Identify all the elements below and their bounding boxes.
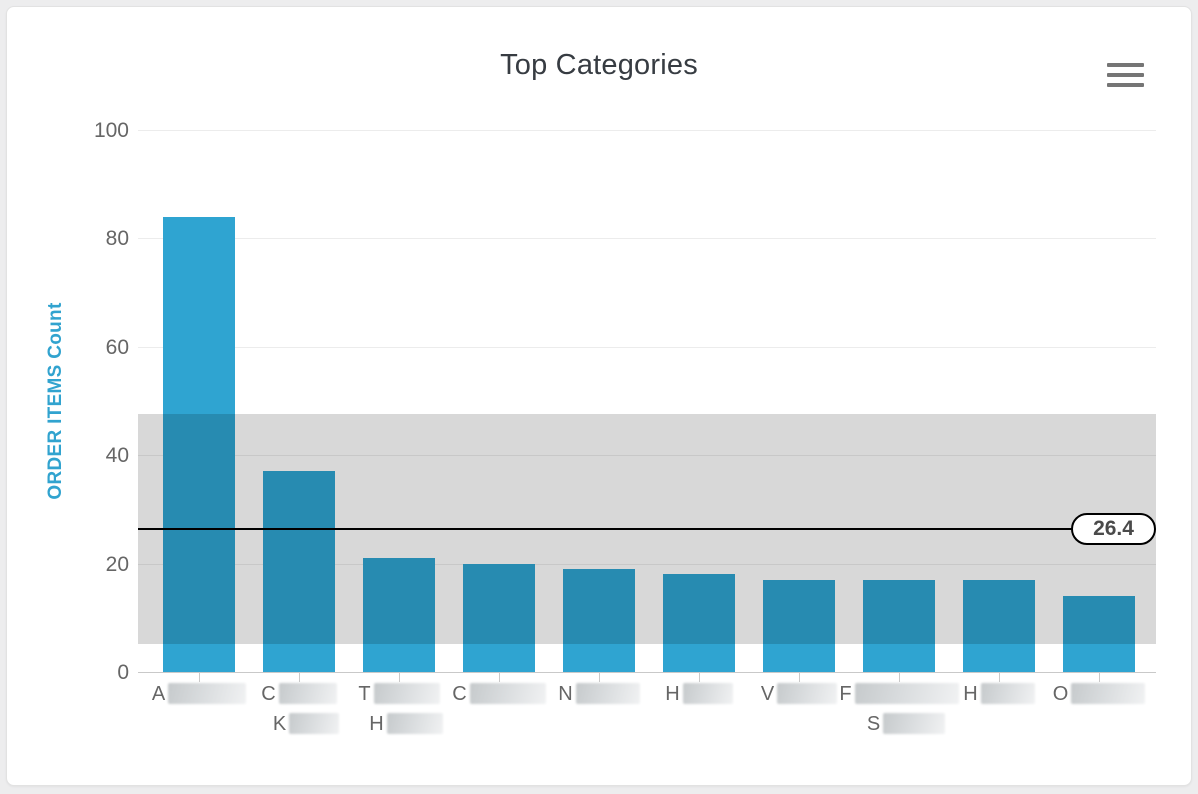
x-category-label-line: K [233,709,379,739]
bar[interactable] [1063,596,1135,672]
category-letter: K [272,713,287,735]
x-category-label: O [1019,679,1179,709]
x-category-label-line: O [1019,679,1179,709]
x-category-label-line: C [219,679,379,709]
x-category-label-line: H [919,679,1079,709]
y-tick-label: 60 [105,335,129,359]
y-tick-label: 0 [117,661,129,684]
x-category-label-line: H [619,679,779,709]
x-axis-tick [499,672,500,682]
category-letter: H [369,713,384,735]
redacted-text-box [1071,683,1146,704]
x-axis-tick [999,672,1000,682]
category-letter: N [558,683,573,705]
x-category-label: N [519,679,679,709]
x-category-label-line: C [419,679,579,709]
y-gridline [138,563,1156,565]
chart-context-menu-button[interactable] [1101,57,1149,93]
bar[interactable] [163,216,235,672]
x-category-label: C [419,679,579,709]
x-axis-tick [899,672,900,682]
chart-card: Top Categories ORDER ITEMS Count 0 20 40 60… [6,6,1192,786]
redacted-text-box [777,683,838,704]
y-axis-title: ORDER ITEMS Count [45,302,66,500]
redacted-text-box [278,683,337,704]
category-letter: V [760,683,775,705]
x-axis-tick [299,672,300,682]
x-axis-tick [799,672,800,682]
redacted-text-box [883,713,946,734]
category-letter: C [452,683,467,705]
category-letter: H [665,683,680,705]
category-letter: H [963,683,978,705]
category-letter: F [839,683,852,705]
y-gridline [138,238,1156,240]
x-category-label-line: T [319,679,479,709]
x-category-label-line: H [333,709,479,739]
y-gridline [138,455,1156,457]
x-category-label-line: N [519,679,679,709]
y-tick-label: 20 [105,552,129,576]
y-tick-label: 80 [105,227,129,251]
category-letter: C [261,683,276,705]
redacted-text-box [386,713,443,734]
bar[interactable] [563,569,635,672]
chart-title: Top Categories [500,49,698,81]
hamburger-menu-icon [1101,57,1149,93]
bar[interactable] [363,558,435,672]
x-axis-tick [1099,672,1100,682]
x-category-label: H [919,679,1079,709]
category-letter: T [358,683,371,705]
category-letter: S [866,713,881,735]
x-axis-tick [699,672,700,682]
x-category-label-line: A [119,679,279,709]
x-category-label-line: F [819,679,979,709]
y-tick-label: 40 [105,444,129,468]
x-axis-tick [199,672,200,682]
x-category-label-line: S [833,709,979,739]
mean-line [138,527,1073,530]
redacted-text-box [289,713,340,734]
x-axis-tick [599,672,600,682]
redacted-text-box [373,683,440,704]
x-category-label: V [719,679,879,709]
bar[interactable] [463,563,535,672]
x-category-label: H [619,679,779,709]
top-categories-chart: Top Categories ORDER ITEMS Count 0 20 40 60… [7,7,1191,785]
category-letter: A [151,683,166,705]
redacted-text-box [854,683,959,704]
redacted-text-box [682,683,733,704]
bar[interactable] [663,574,735,672]
x-axis-line [138,672,1156,673]
y-gridline [138,130,1156,131]
redacted-text-box [575,683,640,704]
bar[interactable] [263,471,335,672]
bar[interactable] [763,579,835,672]
y-tick-label: 100 [93,119,129,142]
redacted-text-box [168,683,247,704]
mean-line-label: 26.4 [1071,512,1156,545]
bar[interactable] [963,579,1035,672]
bar[interactable] [863,579,935,672]
x-category-label: A [119,679,279,709]
redacted-text-box [980,683,1035,704]
redacted-text-box [469,683,546,704]
y-gridline [138,346,1156,348]
x-category-label-line: V [719,679,879,709]
category-letter: O [1052,683,1069,705]
x-axis-tick [399,672,400,682]
